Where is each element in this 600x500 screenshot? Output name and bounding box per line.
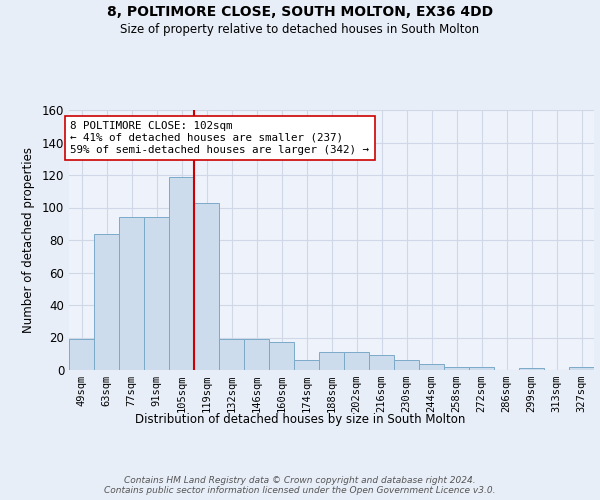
Text: Distribution of detached houses by size in South Molton: Distribution of detached houses by size … — [135, 412, 465, 426]
Text: 8 POLTIMORE CLOSE: 102sqm
← 41% of detached houses are smaller (237)
59% of semi: 8 POLTIMORE CLOSE: 102sqm ← 41% of detac… — [70, 122, 369, 154]
Text: Size of property relative to detached houses in South Molton: Size of property relative to detached ho… — [121, 22, 479, 36]
Bar — [194, 202, 219, 370]
Text: 8, POLTIMORE CLOSE, SOUTH MOLTON, EX36 4DD: 8, POLTIMORE CLOSE, SOUTH MOLTON, EX36 4… — [107, 5, 493, 19]
Bar — [469, 367, 494, 370]
Bar — [144, 217, 169, 370]
Bar — [394, 360, 419, 370]
Bar — [569, 367, 594, 370]
Bar — [419, 364, 444, 370]
Bar — [169, 176, 194, 370]
Bar — [369, 356, 394, 370]
Bar — [344, 352, 369, 370]
Bar — [69, 339, 94, 370]
Bar — [319, 352, 344, 370]
Bar — [444, 367, 469, 370]
Bar — [219, 339, 244, 370]
Bar — [519, 368, 544, 370]
Bar — [244, 339, 269, 370]
Text: Contains HM Land Registry data © Crown copyright and database right 2024.
Contai: Contains HM Land Registry data © Crown c… — [104, 476, 496, 495]
Bar — [294, 360, 319, 370]
Y-axis label: Number of detached properties: Number of detached properties — [22, 147, 35, 333]
Bar — [94, 234, 119, 370]
Bar — [119, 217, 144, 370]
Bar — [269, 342, 294, 370]
